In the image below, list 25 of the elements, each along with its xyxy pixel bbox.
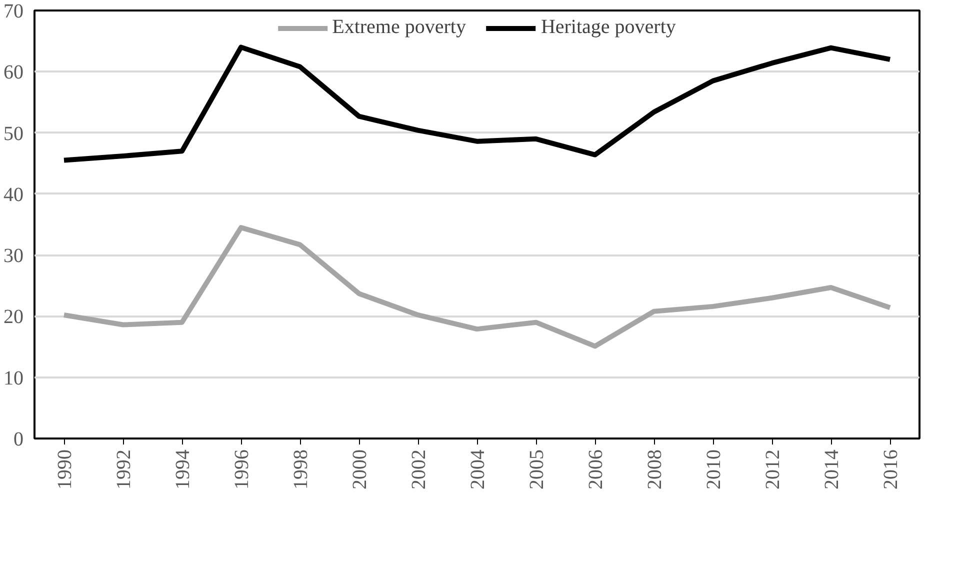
x-tick-label: 2010 <box>703 450 725 490</box>
y-tick-label: 40 <box>4 184 24 206</box>
x-tick-label: 2006 <box>585 450 607 490</box>
x-tick-label: 1996 <box>231 450 253 490</box>
y-tick-label: 0 <box>14 428 24 450</box>
x-tick-label: 2012 <box>762 450 784 490</box>
x-tick-label: 2016 <box>880 450 902 490</box>
x-tick-label: 1994 <box>172 450 194 490</box>
x-tick-label: 1992 <box>113 450 135 490</box>
y-tick-label: 60 <box>4 62 24 84</box>
x-tick-label: 2008 <box>644 450 666 490</box>
legend-label: Heritage poverty <box>540 16 676 39</box>
x-tick-label: 2000 <box>349 450 371 490</box>
legend-label: Extreme poverty <box>332 16 466 39</box>
y-tick-label: 30 <box>4 245 24 268</box>
y-tick-label: 70 <box>4 0 24 22</box>
x-tick-label: 2014 <box>821 450 843 490</box>
x-tick-label: 1990 <box>54 450 76 490</box>
y-tick-label: 20 <box>4 306 24 328</box>
x-tick-label: 2004 <box>467 450 489 490</box>
y-tick-label: 10 <box>4 367 24 390</box>
y-tick-label: 50 <box>4 122 24 145</box>
x-tick-label: 2002 <box>408 450 430 490</box>
x-tick-label: 1998 <box>290 450 312 490</box>
x-tick-label: 2005 <box>526 450 548 490</box>
